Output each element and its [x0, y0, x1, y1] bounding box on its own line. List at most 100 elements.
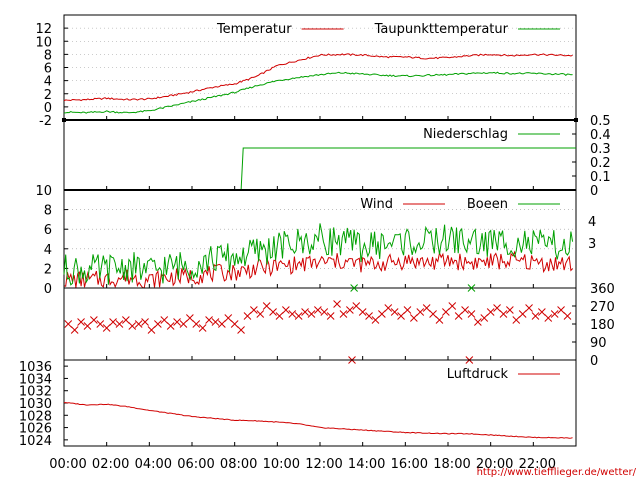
y-tick-label: 0.4	[590, 128, 611, 143]
scatter-point	[350, 284, 358, 292]
series-line-wind	[63, 250, 573, 289]
y-tick-label: 0.3	[590, 142, 611, 157]
scatter-point	[77, 318, 85, 326]
y-tick-label: 1026	[19, 422, 52, 437]
scatter-point	[346, 306, 354, 314]
y-tick-label: 6	[44, 223, 52, 238]
legend-label: Niederschlag	[423, 127, 508, 142]
scatter-point	[518, 310, 527, 318]
scatter-point	[339, 310, 348, 318]
y-tick-label: 2	[44, 88, 52, 103]
y-tick-label: 1036	[19, 360, 52, 375]
x-tick-label: 08:00	[220, 457, 257, 472]
scatter-point	[563, 312, 572, 320]
y-tick-label: 2	[44, 262, 52, 277]
series-line-temperatur	[63, 53, 573, 102]
y-tick-label: 4	[44, 75, 52, 90]
x-tick-label: 04:00	[135, 457, 172, 472]
scatter-point	[371, 316, 380, 324]
credit-link[interactable]: http://www.tiefflieger.de/wetter/	[477, 467, 637, 478]
scatter-point	[320, 308, 329, 316]
scatter-point	[557, 306, 565, 314]
scatter-point	[448, 302, 457, 310]
scatter-point	[147, 326, 156, 334]
y-tick-label: 0.5	[590, 114, 611, 129]
right-label: 3	[588, 237, 596, 252]
scatter-point	[435, 316, 444, 324]
scatter-point	[154, 320, 162, 328]
scatter-point	[237, 326, 245, 334]
scatter-point	[198, 324, 207, 332]
y-tick-label: 1032	[19, 385, 52, 400]
scatter-point	[90, 316, 98, 324]
scatter-point	[390, 308, 399, 316]
y-tick-label: -2	[39, 114, 52, 129]
scatter-point	[294, 312, 303, 320]
x-tick-label: 18:00	[433, 457, 470, 472]
scatter-point	[109, 318, 117, 326]
scatter-point	[410, 314, 418, 322]
y-tick-label: 4	[44, 243, 52, 258]
legend-label: Taupunkttemperatur	[374, 22, 509, 37]
scatter-point	[134, 320, 143, 328]
axis-marker	[574, 118, 578, 122]
x-tick-label: 10:00	[263, 457, 300, 472]
scatter-point	[467, 310, 476, 318]
legend-label: Boeen	[467, 197, 508, 212]
scatter-point	[96, 320, 105, 328]
panel-precipitation: 00.10.20.30.40.5 Niederschlag	[63, 114, 611, 199]
legend-label: Luftdruck	[447, 367, 509, 382]
scatter-point	[192, 320, 201, 328]
scatter-point	[282, 306, 290, 314]
scatter-point	[186, 314, 194, 322]
scatter-point	[531, 312, 540, 320]
y-tick-label: 0	[590, 354, 598, 369]
y-tick-label: 1028	[19, 409, 52, 424]
y-tick-label: 270	[590, 300, 615, 315]
scatter-point	[70, 326, 79, 334]
panel-frame	[63, 287, 577, 361]
panel-wind-direction: 0 90 180 270 360	[63, 282, 615, 369]
scatter-point	[262, 302, 271, 310]
scatter-point	[314, 306, 322, 314]
x-tick-label: 02:00	[92, 457, 129, 472]
scatter-point	[64, 320, 73, 328]
legend-label: Wind	[360, 197, 393, 212]
scatter-point	[493, 304, 501, 312]
scatter-point	[288, 310, 297, 318]
scatter-point	[461, 306, 469, 314]
panel-wind: 0 2 4 6 8 10 4 3 Boeen Wind	[35, 184, 596, 297]
y-tick-label: 1030	[19, 397, 52, 412]
x-tick-label: 22:00	[519, 457, 556, 472]
scatter-point	[243, 312, 252, 320]
y-tick-label: 0	[590, 184, 598, 199]
scatter-point	[358, 308, 367, 316]
y-tick-label: 0	[44, 101, 52, 116]
scatter-point	[102, 324, 111, 332]
y-tick-label: 1034	[19, 372, 52, 387]
series-line-boeen	[63, 223, 574, 286]
y-tick-label: 90	[590, 336, 607, 351]
scatter-point	[326, 312, 335, 320]
y-tick-label: 8	[44, 48, 52, 63]
scatter-point	[301, 308, 309, 316]
y-tick-label: 10	[35, 184, 52, 199]
series-line-niederschlag	[64, 147, 576, 191]
scatter-point	[115, 320, 124, 328]
scatter-point	[397, 312, 405, 320]
scatter-point	[269, 308, 277, 316]
scatter-point	[173, 318, 181, 326]
scatter-point	[365, 312, 373, 320]
scatter-point	[224, 314, 233, 322]
scatter-point	[128, 322, 137, 330]
y-tick-label: 12	[35, 22, 52, 37]
scatter-point	[141, 318, 149, 326]
series-line-luftdruck	[64, 402, 573, 439]
scatter-point	[333, 300, 341, 308]
scatter-point	[378, 310, 386, 318]
scatter-point	[442, 308, 450, 316]
scatter-point	[454, 312, 463, 320]
